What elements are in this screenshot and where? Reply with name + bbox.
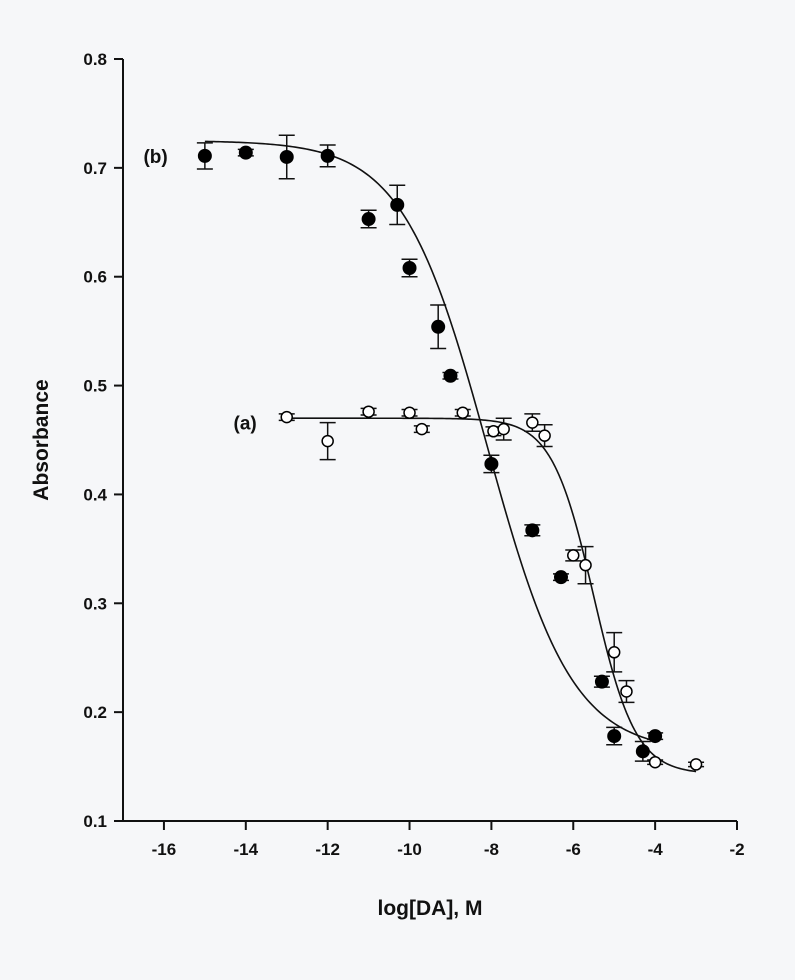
y-axis-title: Absorbance bbox=[30, 379, 53, 500]
y-tick-label: 0.7 bbox=[83, 159, 107, 178]
fit-curves bbox=[204, 140, 697, 773]
axes bbox=[114, 58, 738, 830]
y-tick-label: 0.3 bbox=[83, 594, 107, 613]
data-point-b bbox=[553, 570, 568, 585]
data-points bbox=[197, 145, 703, 771]
x-tick-label: -10 bbox=[397, 840, 422, 859]
data-point-b bbox=[525, 523, 540, 538]
data-point-a bbox=[620, 685, 633, 698]
data-point-b bbox=[197, 148, 212, 163]
data-point-a bbox=[567, 549, 580, 562]
x-tick-label: -14 bbox=[234, 840, 259, 859]
fit-curve-b bbox=[204, 140, 656, 742]
data-point-b bbox=[635, 744, 650, 759]
x-tick-label: -6 bbox=[566, 840, 581, 859]
data-point-b bbox=[594, 674, 609, 689]
data-point-a bbox=[648, 755, 662, 769]
data-point-b bbox=[402, 261, 417, 276]
y-tick-label: 0.5 bbox=[83, 377, 107, 396]
y-tick-label: 0.2 bbox=[83, 703, 107, 722]
y-tick-label: 0.4 bbox=[83, 485, 107, 504]
fit-curve-a bbox=[286, 417, 697, 773]
data-point-a bbox=[487, 425, 500, 438]
data-point-a bbox=[403, 406, 416, 420]
data-point-b bbox=[484, 456, 499, 471]
x-tick-label: -8 bbox=[484, 840, 499, 859]
data-point-b bbox=[443, 368, 458, 383]
data-point-b bbox=[320, 148, 335, 163]
data-point-a bbox=[415, 422, 429, 436]
data-point-a bbox=[538, 429, 551, 442]
data-point-b bbox=[390, 197, 405, 212]
x-tick-label: -2 bbox=[729, 840, 744, 859]
x-tick-label: -4 bbox=[648, 840, 664, 859]
data-point-a bbox=[456, 406, 469, 420]
x-tick-label: -16 bbox=[152, 840, 177, 859]
error-bars bbox=[196, 134, 705, 768]
data-point-b bbox=[238, 145, 253, 160]
data-point-a bbox=[321, 434, 334, 448]
series-a-label: (a) bbox=[234, 414, 257, 435]
series-b-label: (b) bbox=[143, 147, 167, 168]
data-point-a bbox=[526, 416, 539, 429]
data-point-a bbox=[579, 558, 592, 572]
y-tick-label: 0.8 bbox=[83, 50, 107, 69]
tick-labels: 0.1 0.2 0.3 0.4 0.5 0.6 0.7 0.8 -16 -14 -12 -10 -8 -6… bbox=[83, 50, 744, 859]
x-tick-label: -12 bbox=[315, 840, 340, 859]
data-point-a bbox=[280, 410, 293, 424]
data-point-a bbox=[497, 422, 510, 436]
data-point-a bbox=[362, 405, 375, 418]
data-point-b bbox=[279, 149, 294, 164]
data-point-b bbox=[431, 319, 446, 334]
data-point-b bbox=[607, 729, 622, 744]
y-tick-label: 0.1 bbox=[83, 812, 107, 831]
data-point-a bbox=[689, 758, 703, 771]
x-axis-title: log[DA], M bbox=[378, 897, 483, 920]
data-point-a bbox=[607, 646, 621, 659]
y-tick-label: 0.6 bbox=[83, 268, 107, 287]
data-point-b bbox=[648, 729, 663, 744]
data-point-b bbox=[361, 212, 376, 227]
